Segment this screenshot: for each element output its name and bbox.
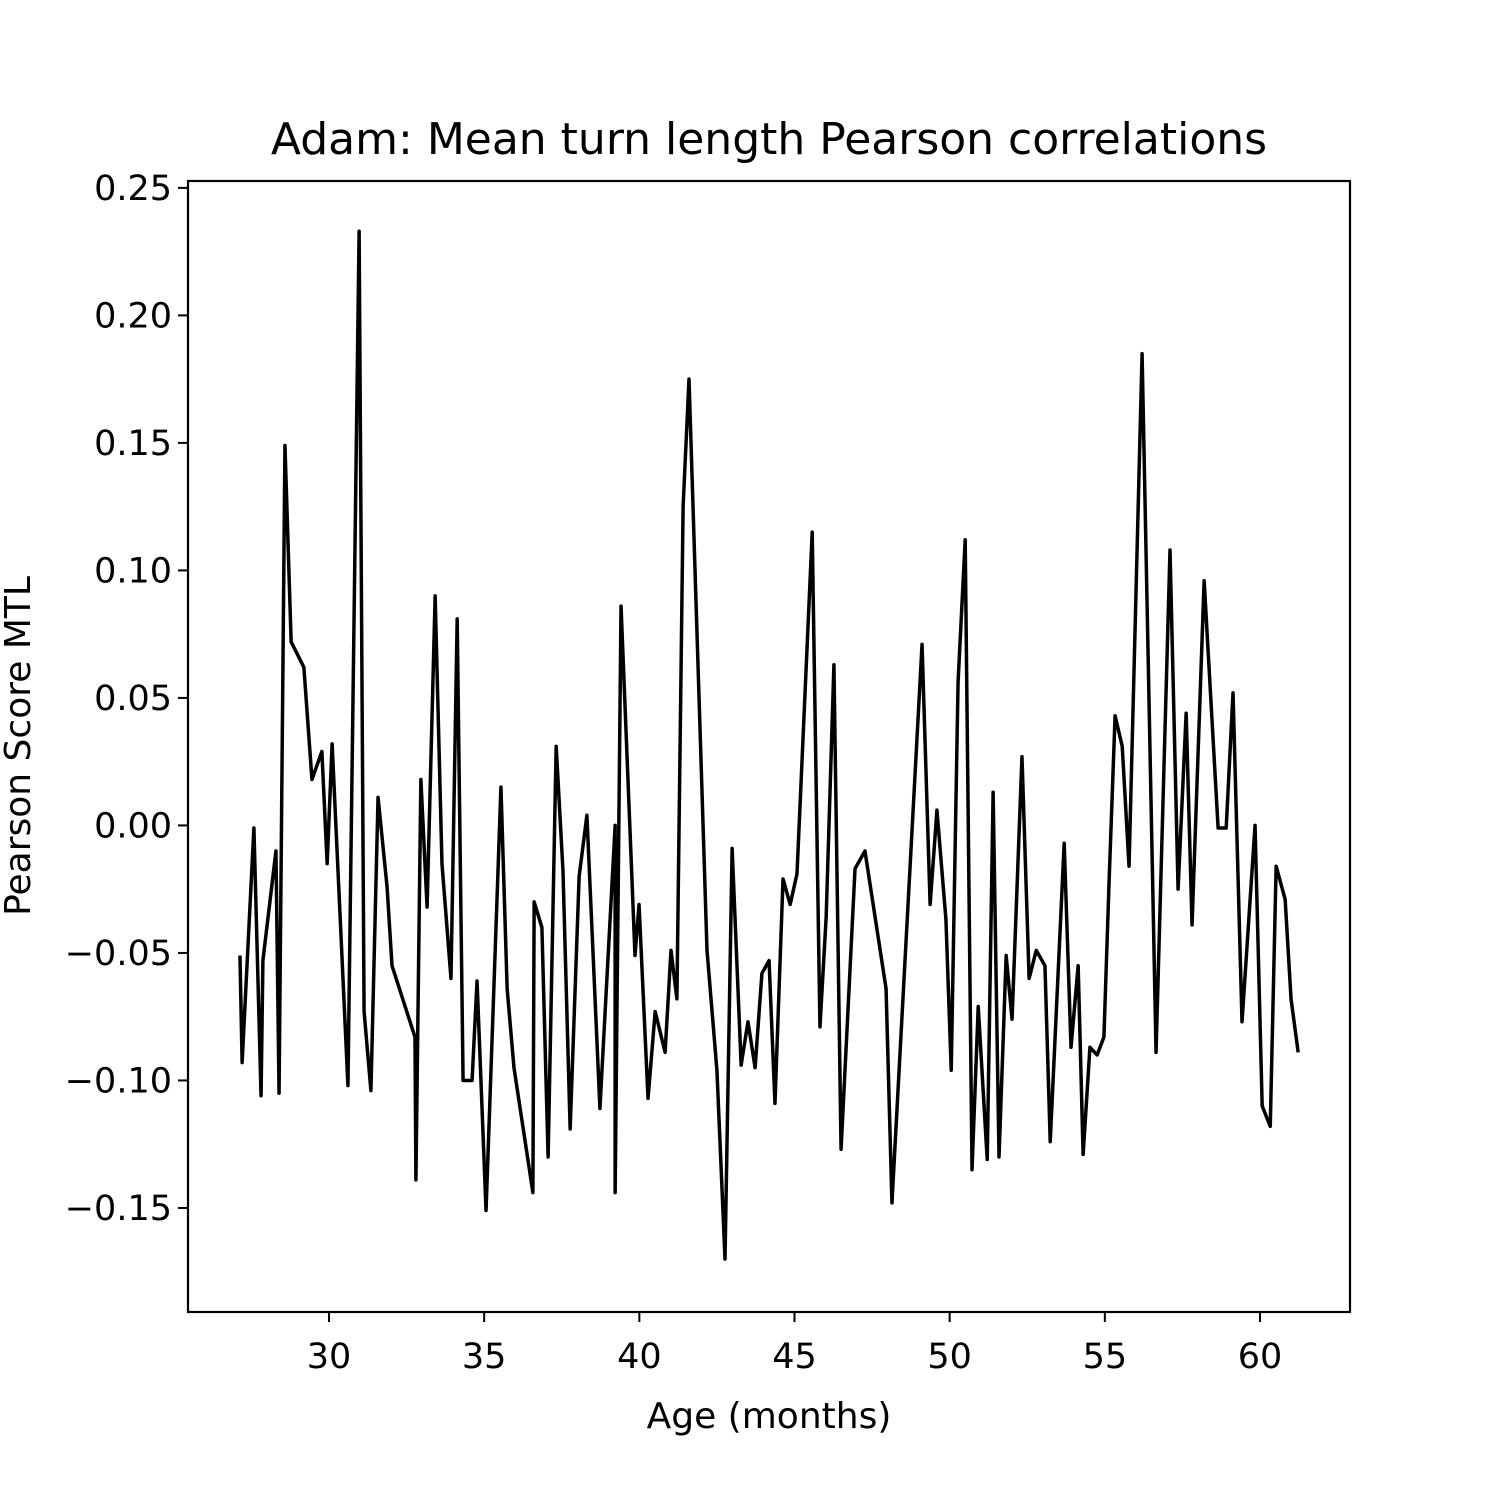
y-tick-label: −0.10 [65, 1061, 172, 1101]
chart-title: Adam: Mean turn length Pearson correlati… [271, 114, 1267, 165]
y-tick-label: 0.20 [94, 296, 172, 336]
x-tick-label: 45 [772, 1337, 817, 1377]
x-tick-label: 35 [462, 1337, 507, 1377]
y-tick-label: 0.05 [94, 679, 172, 719]
x-tick-label: 30 [307, 1337, 352, 1377]
y-tick-label: 0.25 [94, 169, 172, 209]
x-tick-label: 40 [617, 1337, 662, 1377]
y-axis-label: Pearson Score MTL [0, 576, 39, 916]
y-tick-label: −0.05 [65, 934, 172, 974]
plot-frame [186, 179, 1352, 1314]
y-tick-label: 0.10 [94, 551, 172, 591]
y-tick-label: −0.15 [65, 1189, 172, 1229]
x-tick-label: 50 [927, 1337, 972, 1377]
data-line [238, 229, 1300, 1261]
y-tick-label: 0.00 [94, 806, 172, 846]
x-tick-label: 60 [1238, 1337, 1283, 1377]
y-tick-label: 0.15 [94, 424, 172, 464]
x-tick-label: 55 [1083, 1337, 1128, 1377]
x-axis-label: Age (months) [647, 1396, 892, 1437]
